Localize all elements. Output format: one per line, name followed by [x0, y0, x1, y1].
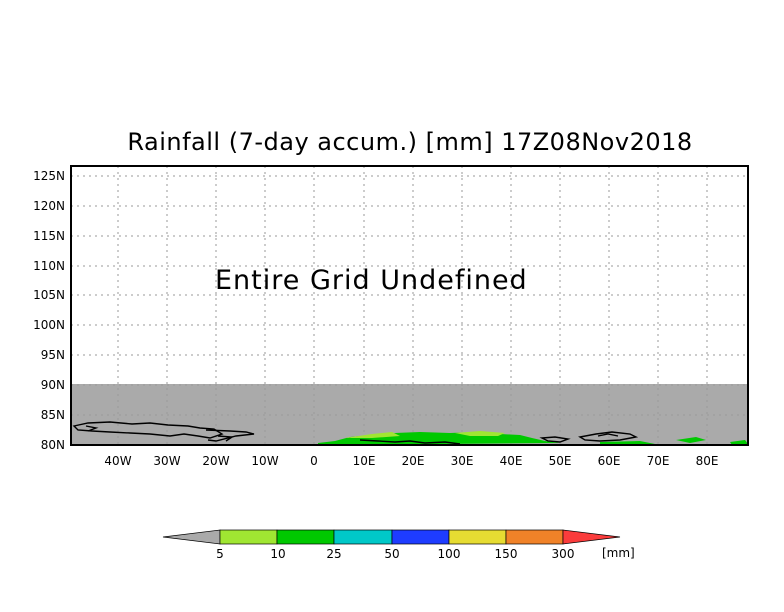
map-title: Rainfall (7-day accum.) [mm] 17Z08Nov201…: [127, 128, 693, 156]
colorbar-swatch: [333, 529, 393, 545]
lon-label: 10E: [353, 454, 376, 468]
lon-label: 50E: [549, 454, 572, 468]
colorbar-swatch: [276, 529, 335, 545]
lon-axis: 40W 30W 20W 10W 0 10E 20E 30E 40E 50E 60…: [104, 454, 718, 468]
lat-label: 90N: [41, 378, 65, 392]
grid-lines: [71, 166, 748, 445]
lon-label: 70E: [647, 454, 670, 468]
colorbar-swatch: [391, 529, 450, 545]
colorbar-high-triangle: [562, 529, 621, 545]
lon-label: 80E: [696, 454, 719, 468]
lon-label: 30W: [153, 454, 180, 468]
lon-label: 40W: [104, 454, 131, 468]
colorbar-label: 150: [495, 547, 518, 561]
lat-label: 120N: [33, 199, 65, 213]
lat-label: 95N: [41, 348, 65, 362]
colorbar-swatch: [448, 529, 507, 545]
lon-label: 20E: [402, 454, 425, 468]
coastlines: [72, 421, 639, 445]
colorbar-label: 10: [270, 547, 285, 561]
colorbar: 5 10 25 50 100 150 300 [mm]: [162, 529, 635, 561]
map-panel: [70, 165, 749, 446]
lon-label: 60E: [598, 454, 621, 468]
colorbar-label: 25: [326, 547, 341, 561]
colorbar-unit: [mm]: [602, 546, 635, 560]
rainfall-patches: [318, 431, 748, 445]
lon-label: 10W: [251, 454, 278, 468]
lon-label: 20W: [202, 454, 229, 468]
colorbar-swatch: [505, 529, 564, 545]
colorbar-label: 5: [216, 547, 224, 561]
lon-label: 0: [310, 454, 318, 468]
colorbar-low-triangle: [162, 529, 221, 545]
lat-label: 100N: [33, 318, 65, 332]
lon-label: 30E: [451, 454, 474, 468]
lat-label: 105N: [33, 288, 65, 302]
lon-label: 40E: [500, 454, 523, 468]
lat-label: 110N: [33, 259, 65, 273]
colorbar-label: 100: [438, 547, 461, 561]
map-frame: [70, 165, 749, 446]
colorbar-label: 50: [384, 547, 399, 561]
colorbar-swatch: [219, 529, 278, 545]
lat-label: 125N: [33, 169, 65, 183]
colorbar-label: 300: [552, 547, 575, 561]
undefined-grid-message: Entire Grid Undefined: [215, 265, 528, 296]
lat-label: 85N: [41, 408, 65, 422]
lat-label: 115N: [33, 229, 65, 243]
lat-axis: 125N 120N 115N 110N 105N 100N 95N 90N 85…: [33, 169, 65, 452]
lat-label: 80N: [41, 438, 65, 452]
